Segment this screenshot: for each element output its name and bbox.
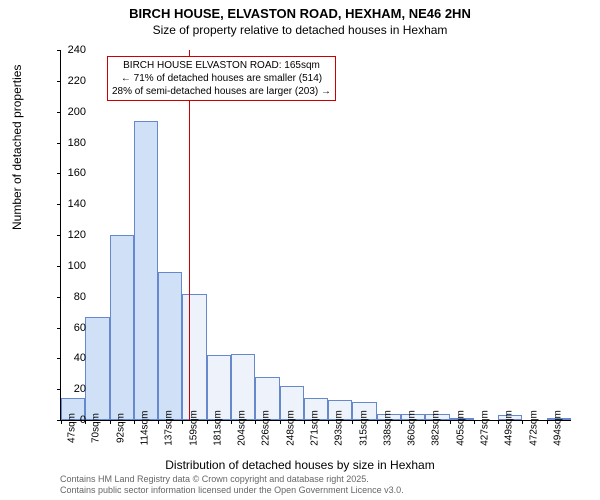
x-tick	[207, 420, 208, 424]
x-tick	[328, 420, 329, 424]
credit-line1: Contains HM Land Registry data © Crown c…	[60, 474, 404, 485]
histogram-bar	[182, 294, 206, 420]
y-tick-label: 240	[68, 44, 86, 56]
y-tick-label: 160	[68, 167, 86, 179]
x-tick	[498, 420, 499, 424]
x-tick	[401, 420, 402, 424]
x-tick-label: 271sqm	[310, 410, 321, 446]
annotation-line2: ← 71% of detached houses are smaller (51…	[112, 72, 331, 85]
y-tick	[57, 266, 61, 267]
x-tick-label: 181sqm	[212, 410, 223, 446]
y-tick	[57, 389, 61, 390]
marker-line	[189, 50, 190, 420]
x-tick	[158, 420, 159, 424]
y-tick	[57, 328, 61, 329]
x-tick-label: 405sqm	[455, 410, 466, 446]
annotation-line3: 28% of semi-detached houses are larger (…	[112, 85, 331, 98]
x-tick-label: 293sqm	[334, 410, 345, 446]
x-tick	[304, 420, 305, 424]
x-tick-label: 449sqm	[504, 410, 515, 446]
chart-container: BIRCH HOUSE, ELVASTON ROAD, HEXHAM, NE46…	[0, 0, 600, 500]
chart-plot-area: BIRCH HOUSE ELVASTON ROAD: 165sqm ← 71% …	[60, 50, 571, 421]
x-tick	[61, 420, 62, 424]
x-tick-label: 159sqm	[188, 410, 199, 446]
x-tick-label: 315sqm	[358, 410, 369, 446]
annotation-line1: BIRCH HOUSE ELVASTON ROAD: 165sqm	[112, 59, 331, 72]
x-tick	[110, 420, 111, 424]
chart-title-sub: Size of property relative to detached ho…	[0, 21, 600, 37]
y-tick-label: 140	[68, 198, 86, 210]
x-tick-label: 70sqm	[91, 413, 102, 443]
y-tick	[57, 143, 61, 144]
y-tick	[57, 297, 61, 298]
x-tick	[280, 420, 281, 424]
x-tick-label: 248sqm	[285, 410, 296, 446]
y-tick	[57, 112, 61, 113]
x-tick	[255, 420, 256, 424]
y-tick	[57, 235, 61, 236]
x-tick-label: 494sqm	[552, 410, 563, 446]
y-tick-label: 40	[74, 352, 86, 364]
y-tick-label: 100	[68, 260, 86, 272]
x-tick-label: 360sqm	[407, 410, 418, 446]
y-tick-label: 80	[74, 291, 86, 303]
y-tick-label: 180	[68, 137, 86, 149]
x-tick-label: 47sqm	[67, 413, 78, 443]
x-tick	[425, 420, 426, 424]
x-tick	[450, 420, 451, 424]
x-tick	[522, 420, 523, 424]
y-axis-label: Number of detached properties	[10, 65, 24, 230]
x-tick	[182, 420, 183, 424]
y-tick-label: 120	[68, 229, 86, 241]
y-tick	[57, 81, 61, 82]
credits: Contains HM Land Registry data © Crown c…	[60, 474, 404, 496]
x-tick	[377, 420, 378, 424]
y-tick-label: 220	[68, 75, 86, 87]
y-tick-label: 60	[74, 322, 86, 334]
histogram-bar	[158, 272, 182, 420]
x-tick	[547, 420, 548, 424]
x-tick	[352, 420, 353, 424]
x-tick	[231, 420, 232, 424]
histogram-bar	[85, 317, 109, 420]
y-tick	[57, 173, 61, 174]
y-tick	[57, 50, 61, 51]
x-tick-label: 92sqm	[115, 413, 126, 443]
x-tick	[474, 420, 475, 424]
marker-annotation: BIRCH HOUSE ELVASTON ROAD: 165sqm ← 71% …	[107, 56, 336, 101]
x-tick-label: 338sqm	[382, 410, 393, 446]
chart-title-main: BIRCH HOUSE, ELVASTON ROAD, HEXHAM, NE46…	[0, 0, 600, 21]
y-tick-label: 20	[74, 383, 86, 395]
x-tick-label: 226sqm	[261, 410, 272, 446]
x-tick-label: 204sqm	[237, 410, 248, 446]
y-tick	[57, 358, 61, 359]
histogram-bar	[134, 121, 158, 420]
x-tick-label: 427sqm	[480, 410, 491, 446]
credit-line2: Contains public sector information licen…	[60, 485, 404, 496]
x-tick-label: 472sqm	[528, 410, 539, 446]
histogram-bar	[110, 235, 134, 420]
x-axis-label: Distribution of detached houses by size …	[0, 458, 600, 472]
y-tick-label: 200	[68, 106, 86, 118]
y-tick	[57, 204, 61, 205]
x-tick-label: 382sqm	[431, 410, 442, 446]
y-tick-label: 0	[80, 414, 86, 426]
x-tick-label: 137sqm	[164, 410, 175, 446]
x-tick-label: 114sqm	[140, 411, 151, 446]
x-tick	[134, 420, 135, 424]
